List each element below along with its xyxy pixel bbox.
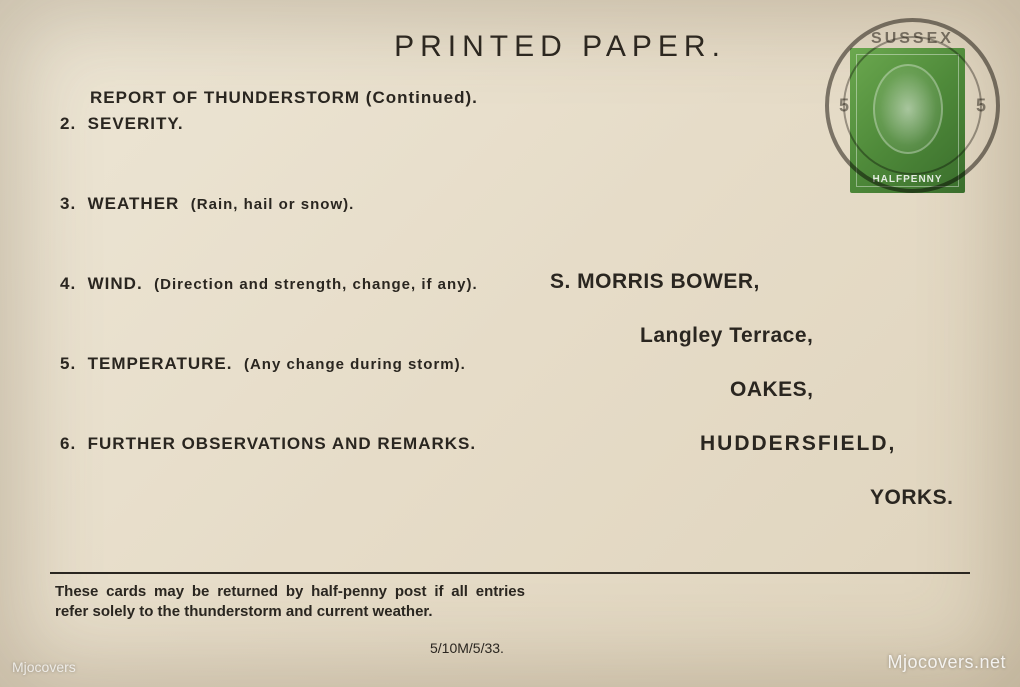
address-line5: YORKS. — [870, 486, 980, 510]
report-item: 4. WIND. (Direction and strength, change… — [60, 274, 520, 294]
report-item: 5. TEMPERATURE. (Any change during storm… — [60, 354, 520, 374]
divider-line — [50, 572, 970, 574]
item-label: SEVERITY. — [88, 114, 184, 133]
address-line2: Langley Terrace, — [640, 324, 980, 348]
item-sub: (Any change during storm). — [244, 356, 466, 373]
postcard: PRINTED PAPER. REPORT OF THUNDERSTORM (C… — [0, 0, 1020, 687]
postmark-inner-circle — [843, 36, 982, 175]
address-name: S. MORRIS BOWER, — [550, 270, 980, 294]
item-num: 2. — [60, 114, 76, 133]
report-item: 2. SEVERITY. — [60, 114, 520, 134]
postmark-num-right: 5 — [976, 95, 986, 116]
item-label: WEATHER — [88, 194, 180, 213]
postmark-location: SUSSEX — [829, 30, 996, 48]
item-label: WIND. — [88, 274, 143, 293]
item-num: 4. — [60, 274, 76, 293]
report-item: 3. WEATHER (Rain, hail or snow). — [60, 194, 520, 214]
item-sub: (Direction and strength, change, if any)… — [154, 276, 478, 293]
item-num: 6. — [60, 434, 76, 453]
footer-text: These cards may be returned by half-penn… — [55, 582, 525, 623]
address-block: S. MORRIS BOWER, Langley Terrace, OAKES,… — [550, 270, 980, 540]
report-title: REPORT OF THUNDERSTORM (Continued). — [90, 88, 520, 108]
item-sub: (Rain, hail or snow). — [191, 196, 355, 213]
postmark-circle: SUSSEX 5 5 — [825, 18, 1000, 193]
address-line3: OAKES, — [730, 378, 980, 402]
report-item: 6. FURTHER OBSERVATIONS AND REMARKS. — [60, 434, 520, 454]
item-label: TEMPERATURE. — [88, 354, 233, 373]
watermark-left: Mjocovers — [12, 659, 76, 675]
footer-code: 5/10M/5/33. — [430, 640, 504, 656]
item-num: 3. — [60, 194, 76, 213]
item-num: 5. — [60, 354, 76, 373]
watermark-right: Mjocovers.net — [887, 652, 1006, 673]
item-label: FURTHER OBSERVATIONS AND REMARKS. — [88, 434, 476, 453]
report-section: REPORT OF THUNDERSTORM (Continued). 2. S… — [60, 88, 520, 454]
address-line4: HUDDERSFIELD, — [700, 432, 980, 456]
postmark-num-left: 5 — [839, 95, 849, 116]
